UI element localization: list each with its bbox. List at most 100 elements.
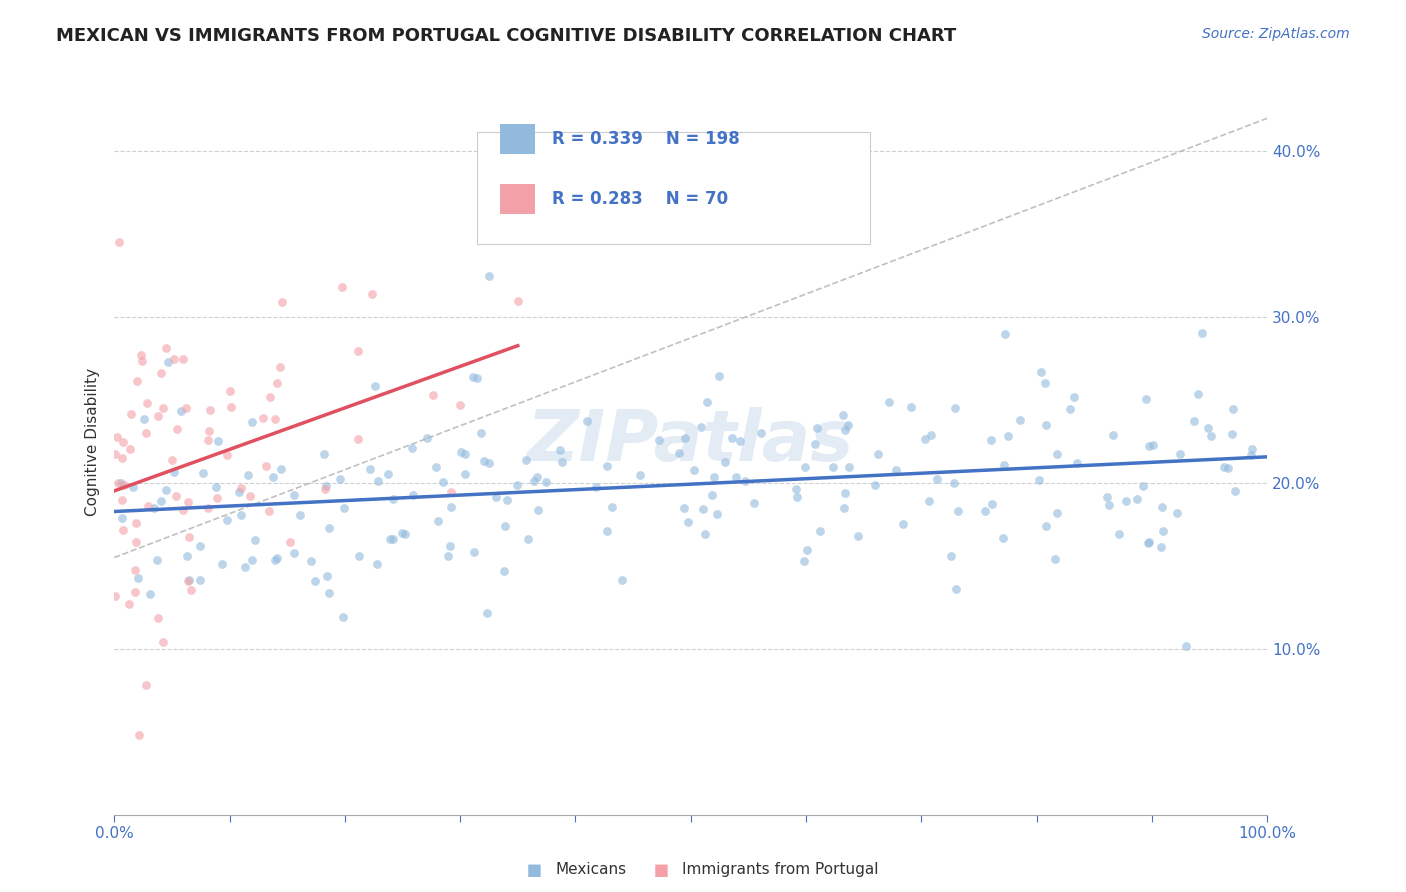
Point	[205, 491, 228, 505]
Point	[1132, 478, 1154, 492]
Point	[548, 442, 571, 457]
Point	[135, 425, 157, 440]
Point	[111, 511, 134, 525]
Point	[299, 553, 322, 567]
Point	[270, 462, 292, 476]
Point	[439, 539, 461, 553]
Point	[105, 430, 128, 444]
Point	[162, 465, 184, 479]
Point	[188, 573, 211, 587]
Point	[1135, 392, 1157, 406]
Point	[333, 501, 356, 516]
Point	[506, 478, 529, 492]
Point	[1241, 442, 1264, 456]
Point	[672, 500, 695, 515]
Point	[179, 574, 201, 588]
Point	[516, 532, 538, 546]
Point	[693, 527, 716, 541]
Point	[211, 557, 233, 571]
Point	[314, 483, 336, 497]
Point	[734, 474, 756, 488]
Point	[380, 532, 402, 546]
Point	[191, 466, 214, 480]
Point	[146, 409, 169, 424]
Point	[786, 490, 808, 504]
Point	[270, 294, 292, 309]
FancyBboxPatch shape	[501, 184, 536, 214]
Point	[318, 586, 340, 600]
Point	[1008, 413, 1031, 427]
Point	[156, 355, 179, 369]
Point	[1046, 447, 1069, 461]
Point	[124, 585, 146, 599]
Point	[838, 460, 860, 475]
Point	[673, 431, 696, 445]
Point	[821, 459, 844, 474]
Point	[993, 532, 1015, 546]
Point	[330, 280, 353, 294]
Point	[682, 463, 704, 477]
Point	[1035, 417, 1057, 432]
Point	[177, 574, 200, 588]
Point	[793, 554, 815, 568]
Point	[884, 462, 907, 476]
Text: Source: ZipAtlas.com: Source: ZipAtlas.com	[1202, 27, 1350, 41]
Point	[449, 398, 471, 412]
Point	[1137, 439, 1160, 453]
Point	[401, 488, 423, 502]
Point	[229, 508, 252, 522]
Point	[364, 378, 387, 392]
Point	[696, 395, 718, 409]
Point	[808, 524, 831, 539]
Point	[461, 369, 484, 384]
Point	[117, 597, 139, 611]
Point	[242, 416, 264, 430]
Point	[166, 422, 188, 436]
Point	[993, 458, 1015, 472]
Point	[347, 343, 370, 358]
Point	[804, 437, 827, 451]
Point	[600, 500, 623, 514]
Point	[172, 503, 194, 517]
Point	[918, 493, 941, 508]
Point	[170, 403, 193, 417]
Point	[177, 530, 200, 544]
Point	[266, 376, 288, 390]
Point	[506, 294, 529, 309]
Point	[1150, 500, 1173, 515]
Point	[440, 485, 463, 500]
Point	[689, 420, 711, 434]
Point	[236, 468, 259, 483]
Point	[846, 529, 869, 543]
Point	[112, 524, 135, 538]
Point	[877, 394, 900, 409]
Point	[110, 475, 132, 490]
Text: R = 0.283    N = 70: R = 0.283 N = 70	[553, 190, 728, 208]
Point	[152, 635, 174, 649]
Point	[1066, 456, 1088, 470]
Point	[262, 469, 284, 483]
Point	[527, 502, 550, 516]
Point	[1045, 507, 1067, 521]
Point	[721, 431, 744, 445]
Point	[132, 411, 155, 425]
Point	[475, 607, 498, 621]
Point	[165, 489, 187, 503]
Point	[806, 421, 828, 435]
Point	[1240, 448, 1263, 462]
Point	[1220, 427, 1243, 442]
Point	[450, 445, 472, 459]
Point	[941, 549, 963, 563]
Point	[239, 489, 262, 503]
Point	[1043, 552, 1066, 566]
Point	[948, 504, 970, 518]
Point	[943, 401, 966, 416]
Point	[478, 269, 501, 284]
Point	[628, 467, 651, 482]
Point	[709, 368, 731, 383]
Point	[228, 484, 250, 499]
Point	[1115, 493, 1137, 508]
Point	[796, 542, 818, 557]
Point	[149, 366, 172, 380]
Point	[496, 492, 519, 507]
